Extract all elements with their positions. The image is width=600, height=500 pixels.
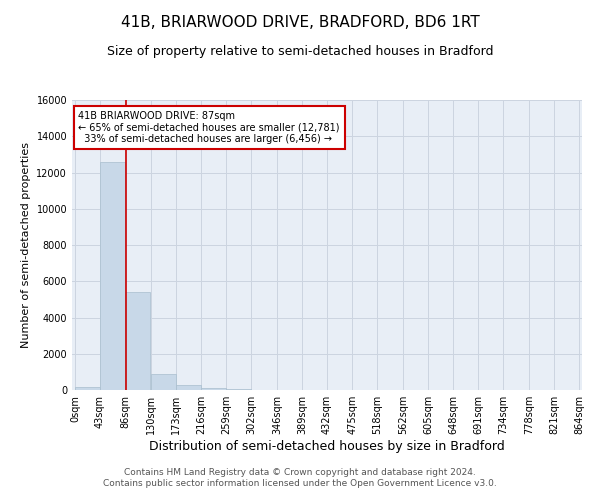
- Bar: [100, 162, 125, 390]
- Text: Contains HM Land Registry data © Crown copyright and database right 2024.
Contai: Contains HM Land Registry data © Crown c…: [103, 468, 497, 487]
- X-axis label: Distribution of semi-detached houses by size in Bradford: Distribution of semi-detached houses by …: [149, 440, 505, 453]
- Bar: [176, 385, 200, 390]
- Text: 41B, BRIARWOOD DRIVE, BRADFORD, BD6 1RT: 41B, BRIARWOOD DRIVE, BRADFORD, BD6 1RT: [121, 15, 479, 30]
- Bar: [151, 374, 176, 390]
- Y-axis label: Number of semi-detached properties: Number of semi-detached properties: [21, 142, 31, 348]
- Bar: [75, 388, 100, 390]
- Text: Size of property relative to semi-detached houses in Bradford: Size of property relative to semi-detach…: [107, 45, 493, 58]
- Text: 41B BRIARWOOD DRIVE: 87sqm
← 65% of semi-detached houses are smaller (12,781)
  : 41B BRIARWOOD DRIVE: 87sqm ← 65% of semi…: [79, 111, 340, 144]
- Bar: [125, 292, 150, 390]
- Bar: [201, 388, 226, 390]
- Bar: [226, 388, 251, 390]
